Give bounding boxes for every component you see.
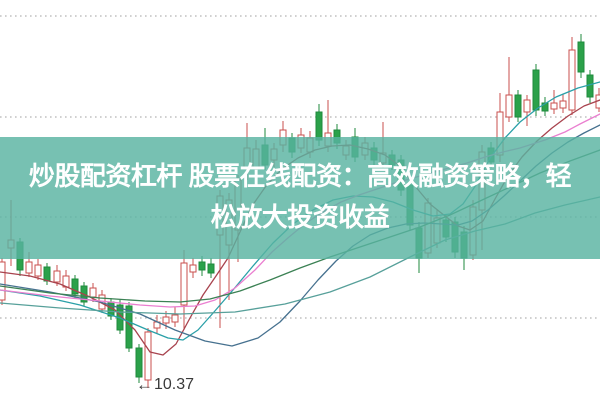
candle-body-down <box>577 41 585 73</box>
candle-body-up <box>144 331 152 381</box>
low-price-annotation: ← 10.37 <box>136 376 194 394</box>
candle-body-up <box>180 262 188 306</box>
candle-body-up <box>559 100 567 109</box>
candle-body-down <box>207 263 215 274</box>
candle-body-up <box>53 270 61 283</box>
candle-body-up <box>550 102 558 110</box>
candle-body-up <box>568 49 576 111</box>
low-price-label: 10.37 <box>154 376 195 393</box>
candle-body-up <box>25 261 33 274</box>
candle-body-down <box>586 74 594 98</box>
candle-body-down <box>198 261 206 271</box>
candle-body-down <box>43 266 51 282</box>
headline-band <box>0 137 600 259</box>
candle-body-up <box>505 94 513 118</box>
candle-body-up <box>34 264 42 277</box>
headline-line-1: 炒股配资杠杆 股票在线配资：高效融资策略，轻 <box>28 161 572 191</box>
candle-body-down <box>315 111 323 141</box>
candle-body-up <box>89 287 97 298</box>
left-arrow-icon: ← <box>136 375 153 394</box>
candle-body-up <box>523 99 531 113</box>
candle-body-down <box>135 347 143 378</box>
candle-body-down <box>71 278 79 295</box>
candle-body-up <box>189 264 197 273</box>
candle-body-down <box>514 94 522 118</box>
candle-body-up <box>171 314 179 323</box>
candle-body-up <box>0 261 6 301</box>
candle-body-up <box>162 316 170 324</box>
headline-line-2: 松放大投资收益 <box>210 202 390 232</box>
headline-text: 炒股配资杠杆 股票在线配资：高效融资策略，轻 松放大投资收益 <box>0 156 600 238</box>
candle-body-down <box>532 69 540 111</box>
